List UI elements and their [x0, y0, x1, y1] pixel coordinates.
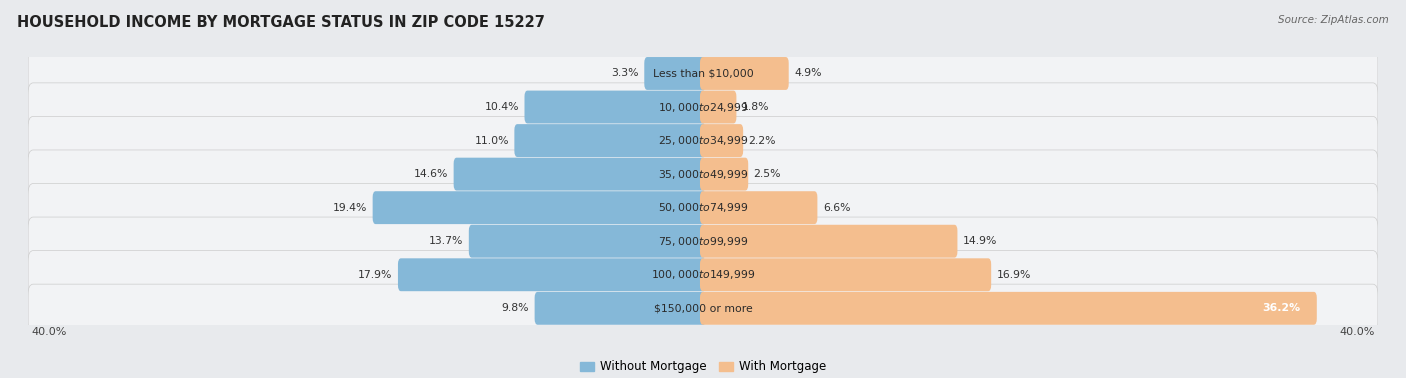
FancyBboxPatch shape [700, 91, 737, 124]
Text: HOUSEHOLD INCOME BY MORTGAGE STATUS IN ZIP CODE 15227: HOUSEHOLD INCOME BY MORTGAGE STATUS IN Z… [17, 15, 544, 30]
Text: Less than $10,000: Less than $10,000 [652, 68, 754, 79]
Text: $100,000 to $149,999: $100,000 to $149,999 [651, 268, 755, 281]
FancyBboxPatch shape [700, 225, 957, 258]
FancyBboxPatch shape [28, 251, 1378, 299]
Text: Source: ZipAtlas.com: Source: ZipAtlas.com [1278, 15, 1389, 25]
FancyBboxPatch shape [373, 191, 706, 224]
FancyBboxPatch shape [700, 191, 817, 224]
FancyBboxPatch shape [700, 158, 748, 191]
FancyBboxPatch shape [524, 91, 706, 124]
Text: $10,000 to $24,999: $10,000 to $24,999 [658, 101, 748, 113]
Text: 11.0%: 11.0% [474, 136, 509, 146]
Text: $25,000 to $34,999: $25,000 to $34,999 [658, 134, 748, 147]
Text: 36.2%: 36.2% [1263, 303, 1301, 313]
FancyBboxPatch shape [28, 49, 1378, 98]
Text: $75,000 to $99,999: $75,000 to $99,999 [658, 235, 748, 248]
FancyBboxPatch shape [454, 158, 706, 191]
Text: 10.4%: 10.4% [485, 102, 519, 112]
FancyBboxPatch shape [468, 225, 706, 258]
FancyBboxPatch shape [28, 116, 1378, 165]
FancyBboxPatch shape [700, 258, 991, 291]
FancyBboxPatch shape [28, 183, 1378, 232]
Legend: Without Mortgage, With Mortgage: Without Mortgage, With Mortgage [575, 356, 831, 378]
Text: 9.8%: 9.8% [502, 303, 529, 313]
Text: 17.9%: 17.9% [359, 270, 392, 280]
Text: 1.8%: 1.8% [742, 102, 769, 112]
FancyBboxPatch shape [28, 150, 1378, 198]
FancyBboxPatch shape [700, 124, 744, 157]
Text: $150,000 or more: $150,000 or more [654, 303, 752, 313]
FancyBboxPatch shape [28, 284, 1378, 333]
Text: 16.9%: 16.9% [997, 270, 1031, 280]
Text: $35,000 to $49,999: $35,000 to $49,999 [658, 167, 748, 181]
Text: 14.9%: 14.9% [963, 236, 997, 246]
Text: 6.6%: 6.6% [823, 203, 851, 213]
FancyBboxPatch shape [700, 292, 1317, 325]
Text: 19.4%: 19.4% [333, 203, 367, 213]
Text: 4.9%: 4.9% [794, 68, 821, 79]
FancyBboxPatch shape [28, 83, 1378, 131]
Text: 40.0%: 40.0% [31, 327, 67, 337]
Text: $50,000 to $74,999: $50,000 to $74,999 [658, 201, 748, 214]
Text: 14.6%: 14.6% [413, 169, 449, 179]
FancyBboxPatch shape [398, 258, 706, 291]
Text: 13.7%: 13.7% [429, 236, 464, 246]
Text: 40.0%: 40.0% [1339, 327, 1375, 337]
FancyBboxPatch shape [700, 57, 789, 90]
FancyBboxPatch shape [28, 217, 1378, 265]
FancyBboxPatch shape [644, 57, 706, 90]
FancyBboxPatch shape [515, 124, 706, 157]
Text: 3.3%: 3.3% [612, 68, 638, 79]
FancyBboxPatch shape [534, 292, 706, 325]
Text: 2.5%: 2.5% [754, 169, 782, 179]
Text: 2.2%: 2.2% [748, 136, 776, 146]
